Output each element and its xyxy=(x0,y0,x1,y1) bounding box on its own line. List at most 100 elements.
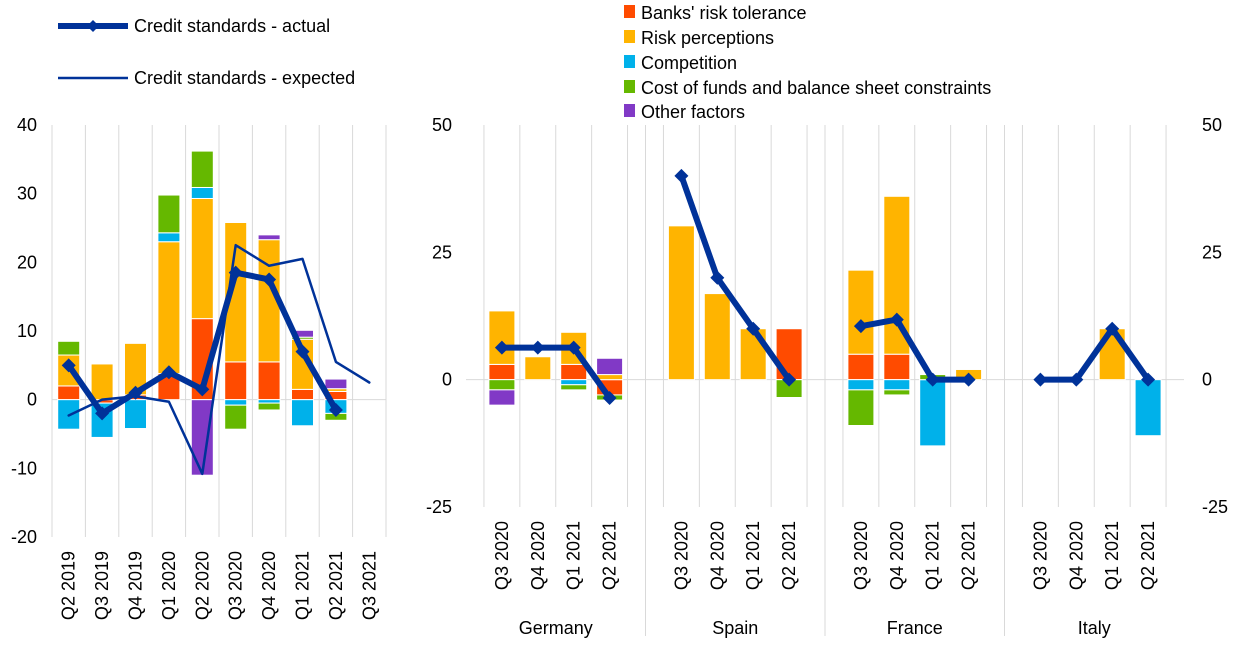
bar-germany-q1-2021-cost-of-funds-and-balance-sheet-constraints xyxy=(560,384,588,391)
left-x-tick-label: Q4 2020 xyxy=(259,551,279,620)
bar-q4-2019-competition xyxy=(124,399,147,430)
bar-q1-2020-cost-of-funds-and-balance-sheet-constraints xyxy=(157,194,181,234)
right-actual-spain-marker xyxy=(710,270,725,285)
bar-q4-2020-competition xyxy=(257,399,281,404)
right-actual-france-line xyxy=(857,316,972,383)
right-x-tick-label: Q2 2021 xyxy=(779,521,799,590)
right-actual-italy-marker xyxy=(1105,321,1120,336)
right-y-tick-label-left: -25 xyxy=(426,497,452,517)
bar-germany-q2-2021-risk-perceptions xyxy=(596,374,624,381)
legend-other-factors-label: Other factors xyxy=(641,102,745,122)
right-actual-italy-marker xyxy=(1069,372,1084,387)
bar-q3-2019-risk-perceptions xyxy=(90,363,114,401)
right-chart-lines xyxy=(494,168,1156,406)
legend-actual: Credit standards - actual xyxy=(58,16,330,36)
right-x-tick-label: Q3 2020 xyxy=(671,521,691,590)
right-actual-france-marker xyxy=(853,319,868,334)
legend-risk-perceptions: Risk perceptions xyxy=(624,28,774,48)
left-actual-marker xyxy=(95,406,110,421)
right-actual-spain-marker xyxy=(674,168,689,183)
bar-q3-2020-banks-risk-tolerance xyxy=(224,361,248,401)
bar-q4-2020-other-factors xyxy=(257,234,281,241)
left-y-tick-label: 0 xyxy=(27,390,37,410)
right-x-tick-label: Q2 2021 xyxy=(959,521,979,590)
right-x-tick-label: Q1 2021 xyxy=(743,521,763,590)
right-chart-bars xyxy=(488,195,1162,447)
left-x-tick-label: Q3 2020 xyxy=(226,551,246,620)
left-x-tick-label: Q1 2021 xyxy=(293,551,313,620)
legend-banks-risk-tolerance-swatch xyxy=(624,5,635,18)
right-x-tick-label: Q1 2021 xyxy=(564,521,584,590)
right-chart-gridlines xyxy=(466,125,1184,636)
legend-cost-of-funds-swatch xyxy=(624,80,635,93)
bar-spain-q2-2021-banks-risk-tolerance xyxy=(775,328,803,381)
bar-germany-q3-2020-banks-risk-tolerance xyxy=(488,363,516,381)
left-actual-marker xyxy=(161,365,176,380)
left-actual-marker xyxy=(61,358,76,373)
group-label-spain: Spain xyxy=(712,618,758,638)
bar-germany-q4-2020-risk-perceptions xyxy=(524,356,552,381)
bar-spain-q1-2021-risk-perceptions xyxy=(739,328,767,381)
left-x-tick-label: Q2 2021 xyxy=(326,551,346,620)
right-x-tick-label: Q1 2021 xyxy=(923,521,943,590)
right-x-tick-label: Q4 2020 xyxy=(887,521,907,590)
left-x-tick-label: Q1 2020 xyxy=(159,551,179,620)
right-y-tick-label-left: 50 xyxy=(432,115,452,135)
right-x-tick-label: Q3 2020 xyxy=(1030,521,1050,590)
group-label-germany: Germany xyxy=(519,618,593,638)
legend-competition-swatch xyxy=(624,55,635,68)
right-actual-italy-line xyxy=(1037,325,1152,383)
bar-germany-q1-2021-banks-risk-tolerance xyxy=(560,363,588,381)
left-x-tick-label: Q3 2019 xyxy=(92,551,112,620)
right-x-tick-label: Q4 2020 xyxy=(1066,521,1086,590)
bar-spain-q3-2020-risk-perceptions xyxy=(667,225,695,381)
legend-actual-label: Credit standards - actual xyxy=(134,16,330,36)
left-chart-bars xyxy=(57,150,348,476)
left-y-tick-label: -20 xyxy=(11,527,37,547)
right-actual-italy-marker xyxy=(1141,372,1156,387)
right-y-tick-label-right: 0 xyxy=(1202,370,1212,390)
left-chart-lines xyxy=(61,243,371,476)
bar-france-q4-2020-cost-of-funds-and-balance-sheet-constraints xyxy=(883,389,911,396)
left-expected-line xyxy=(67,243,371,476)
left-x-tick-label: Q4 2019 xyxy=(126,551,146,620)
bar-france-q1-2021-competition xyxy=(919,379,947,447)
left-actual-marker xyxy=(295,344,310,359)
bar-q2-2019-cost-of-funds-and-balance-sheet-constraints xyxy=(57,340,81,356)
bar-q1-2020-risk-perceptions xyxy=(157,241,181,375)
right-x-tick-label: Q3 2020 xyxy=(492,521,512,590)
right-actual-germany-line xyxy=(498,344,613,401)
bar-q1-2021-competition xyxy=(291,399,314,427)
left-y-tick-label: 10 xyxy=(17,321,37,341)
legend-actual-marker xyxy=(87,20,99,32)
left-y-tick-label: 40 xyxy=(17,115,37,135)
bar-q4-2020-cost-of-funds-and-balance-sheet-constraints xyxy=(257,402,281,411)
bar-q1-2021-banks-risk-tolerance xyxy=(291,388,314,401)
right-actual-spain-marker xyxy=(782,372,797,387)
right-actual-spain-line xyxy=(678,172,793,383)
bar-france-q3-2020-competition xyxy=(847,379,875,391)
right-y-tick-label-left: 0 xyxy=(442,370,452,390)
right-x-tick-label: Q2 2021 xyxy=(1138,521,1158,590)
legend-banks-risk-tolerance: Banks' risk tolerance xyxy=(624,3,807,23)
group-label-france: France xyxy=(887,618,943,638)
bar-q2-2020-risk-perceptions xyxy=(190,197,214,320)
bar-france-q3-2020-banks-risk-tolerance xyxy=(847,353,875,381)
right-x-tick-label: Q3 2020 xyxy=(851,521,871,590)
right-y-tick-label-left: 25 xyxy=(432,242,452,262)
bar-germany-q1-2021-competition xyxy=(560,379,588,386)
left-x-tick-label: Q2 2019 xyxy=(59,551,79,620)
legend-expected-label: Credit standards - expected xyxy=(134,68,355,88)
legend-other-factors-swatch xyxy=(624,104,635,117)
bar-germany-q2-2021-other-factors xyxy=(596,357,624,376)
bar-france-q4-2020-competition xyxy=(883,379,911,391)
left-actual-marker xyxy=(262,272,277,287)
bar-q1-2020-competition xyxy=(157,232,181,243)
right-actual-germany-marker xyxy=(566,340,581,355)
legend-expected: Credit standards - expected xyxy=(58,68,355,88)
left-y-tick-label: -10 xyxy=(11,458,37,478)
right-actual-france-marker xyxy=(925,372,940,387)
legend-competition-label: Competition xyxy=(641,53,737,73)
right-actual-germany-marker xyxy=(530,340,545,355)
